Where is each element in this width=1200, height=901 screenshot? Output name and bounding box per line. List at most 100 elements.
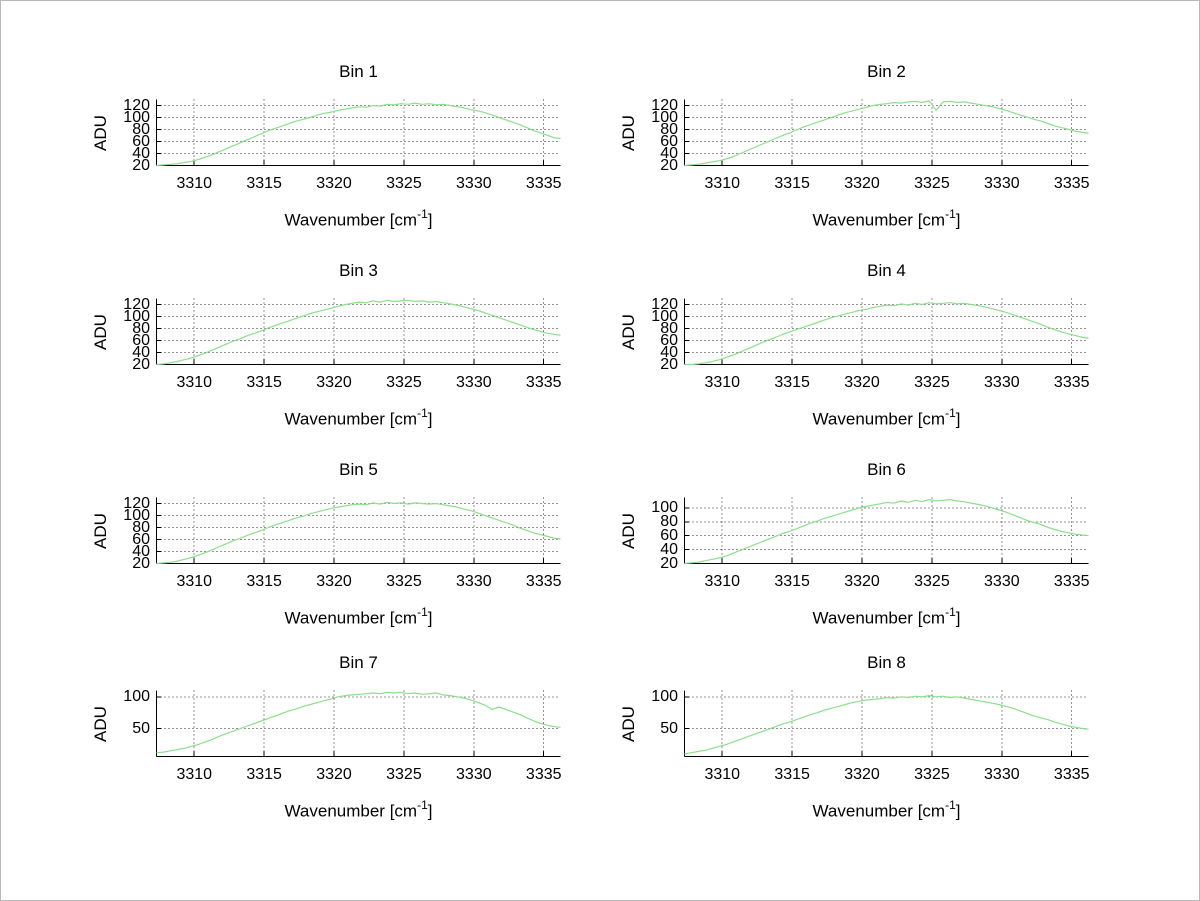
x-axis-label-base: Wavenumber [cm <box>284 608 418 628</box>
spectrum-line <box>156 299 561 366</box>
x-tick-label: 3335 <box>525 766 562 783</box>
y-tick-label: 20 <box>132 554 150 572</box>
x-tick-label: 3320 <box>316 573 352 590</box>
x-tick-label: 3335 <box>525 573 562 590</box>
x-axis-label: Wavenumber [cm-1] <box>684 605 1089 629</box>
axes <box>156 497 561 564</box>
plot-title: Bin 6 <box>867 460 906 479</box>
y-tick-label: 60 <box>132 331 150 349</box>
spectrum-line <box>156 102 561 167</box>
x-axis-label-exponent: -1 <box>945 406 956 420</box>
x-tick-label: 3315 <box>774 374 810 391</box>
plot-canvas <box>684 298 1089 366</box>
spectrum-line <box>684 498 1089 565</box>
grid <box>156 99 561 166</box>
x-tick-label: 3330 <box>984 374 1020 391</box>
x-tick-label: 3310 <box>704 766 741 783</box>
y-tick-label: 40 <box>660 343 678 361</box>
axes <box>684 99 1089 166</box>
x-axis-label-base: Wavenumber [cm <box>812 608 946 628</box>
y-tick-label: 60 <box>660 526 678 544</box>
x-axis-label-exponent: -1 <box>417 798 428 812</box>
x-tick-label: 3310 <box>704 175 741 192</box>
y-axis-label: ADU <box>91 115 110 151</box>
x-axis-label-suffix: ] <box>427 409 433 429</box>
x-axis-label-base: Wavenumber [cm <box>812 409 946 429</box>
x-tick-label: 3320 <box>844 374 880 391</box>
x-axis-label-suffix: ] <box>955 608 961 628</box>
y-tick-label: 100 <box>123 108 150 126</box>
y-axis-label: ADU <box>619 706 638 742</box>
x-tick-label: 3315 <box>246 766 282 783</box>
axes <box>684 690 1089 757</box>
x-axis-label-exponent: -1 <box>417 605 428 619</box>
y-tick-label: 100 <box>123 307 150 325</box>
x-axis-label-exponent: -1 <box>417 406 428 420</box>
x-axis-label: Wavenumber [cm-1] <box>156 406 561 430</box>
x-tick-label: 3335 <box>1053 374 1090 391</box>
plot-title: Bin 4 <box>867 261 906 280</box>
x-tick-label: 3315 <box>774 175 810 192</box>
y-axis-label: ADU <box>91 314 110 350</box>
y-tick-label: 40 <box>132 343 150 361</box>
y-axis-label: ADU <box>91 706 110 742</box>
plot-title: Bin 8 <box>867 653 906 672</box>
x-tick-label: 3315 <box>246 374 282 391</box>
y-tick-label: 120 <box>651 295 678 313</box>
y-tick-label: 40 <box>132 144 150 162</box>
plot-canvas <box>156 298 561 366</box>
y-axis-label: ADU <box>619 115 638 151</box>
y-tick-label: 20 <box>660 355 678 373</box>
x-tick-label: 3315 <box>774 766 810 783</box>
spectrum-line <box>684 302 1089 366</box>
x-tick-label: 3325 <box>914 573 950 590</box>
x-axis-label-suffix: ] <box>955 210 961 230</box>
x-tick-label: 3330 <box>456 374 492 391</box>
y-tick-label: 80 <box>132 120 150 138</box>
x-axis-label-base: Wavenumber [cm <box>812 210 946 230</box>
plot-canvas <box>156 690 561 757</box>
x-tick-label: 3325 <box>914 766 950 783</box>
x-tick-label: 3310 <box>176 175 213 192</box>
y-tick-label: 20 <box>132 355 150 373</box>
y-tick-label: 120 <box>123 494 150 512</box>
x-axis-label: Wavenumber [cm-1] <box>684 798 1089 822</box>
y-tick-label: 100 <box>651 687 678 705</box>
y-tick-label: 40 <box>660 144 678 162</box>
x-axis-label-suffix: ] <box>955 409 961 429</box>
x-axis-label-exponent: -1 <box>417 207 428 221</box>
plot-title: Bin 5 <box>339 460 378 479</box>
plot-title: Bin 2 <box>867 62 906 81</box>
x-tick-label: 3325 <box>386 374 422 391</box>
x-tick-label: 3330 <box>456 766 492 783</box>
spectrum-line <box>156 691 561 754</box>
y-tick-label: 80 <box>132 319 150 337</box>
x-tick-label: 3320 <box>316 374 352 391</box>
y-tick-label: 80 <box>660 120 678 138</box>
plot-title: Bin 3 <box>339 261 378 280</box>
y-tick-label: 120 <box>651 96 678 114</box>
spectrum-line <box>684 100 1089 167</box>
y-tick-label: 20 <box>660 554 678 572</box>
y-tick-label: 50 <box>132 719 150 737</box>
y-tick-label: 60 <box>660 132 678 150</box>
x-tick-label: 3315 <box>774 573 810 590</box>
axes <box>156 99 561 166</box>
y-tick-label: 120 <box>123 295 150 313</box>
x-axis-label: Wavenumber [cm-1] <box>684 207 1089 231</box>
x-tick-label: 3310 <box>704 573 741 590</box>
x-axis-label-base: Wavenumber [cm <box>284 409 418 429</box>
x-tick-label: 3320 <box>844 175 880 192</box>
y-tick-label: 100 <box>123 506 150 524</box>
axes <box>156 298 561 365</box>
x-tick-label: 3320 <box>844 573 880 590</box>
plot-canvas <box>684 690 1089 757</box>
y-tick-label: 120 <box>123 96 150 114</box>
y-tick-label: 100 <box>651 498 678 516</box>
x-axis-label-suffix: ] <box>955 801 961 821</box>
x-tick-label: 3325 <box>386 766 422 783</box>
x-tick-label: 3335 <box>525 374 562 391</box>
x-tick-label: 3330 <box>456 573 492 590</box>
y-axis-label: ADU <box>91 513 110 549</box>
